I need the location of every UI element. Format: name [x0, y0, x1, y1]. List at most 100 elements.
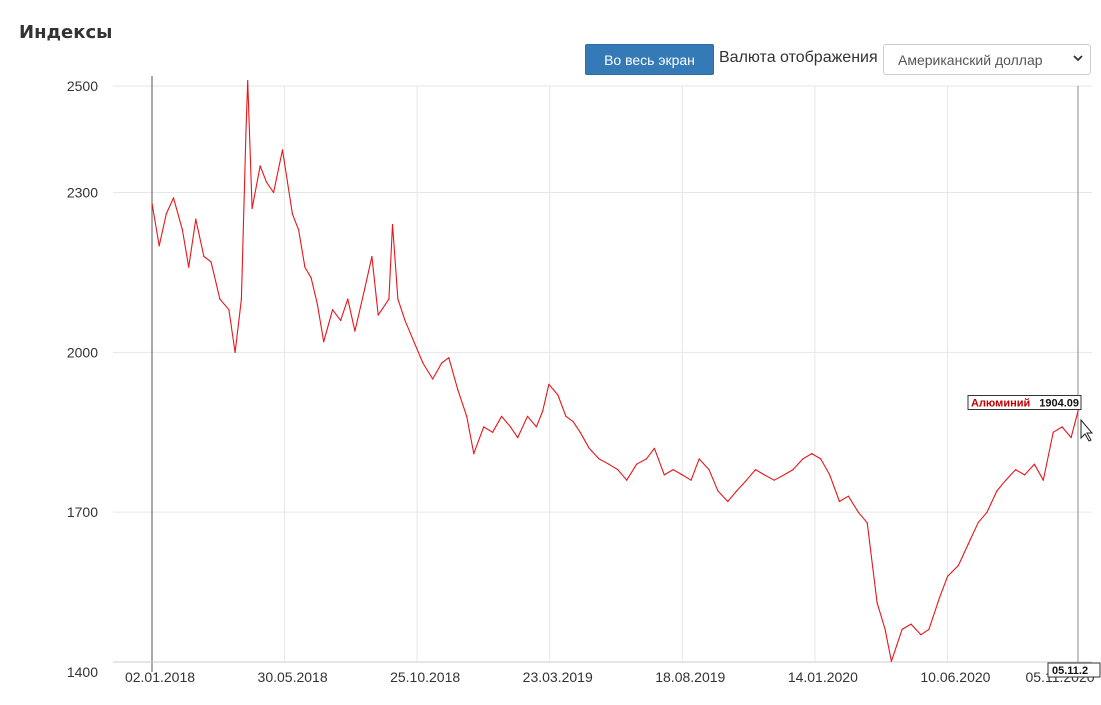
tooltip-series-name: Алюминий — [971, 398, 1030, 410]
data-point — [448, 357, 450, 359]
data-point — [188, 266, 190, 268]
data-point — [247, 80, 249, 82]
data-point — [548, 383, 550, 385]
data-point — [388, 298, 390, 300]
data-point — [672, 469, 674, 471]
data-point — [977, 522, 979, 524]
data-point — [681, 474, 683, 476]
x-tick-label: 02.01.2018 — [125, 669, 195, 685]
data-point — [473, 453, 475, 455]
data-point — [535, 426, 538, 428]
data-point — [857, 511, 859, 513]
data-point — [626, 479, 628, 481]
data-point — [736, 490, 738, 492]
data-point — [783, 474, 785, 476]
data-point — [364, 287, 366, 289]
data-point — [588, 447, 590, 449]
data-point — [413, 341, 415, 343]
tooltip-layer: Алюминий 1904.09 05.11.2 — [967, 395, 1101, 678]
data-point — [565, 415, 567, 417]
data-point — [928, 628, 930, 631]
data-point — [158, 245, 160, 247]
data-point — [332, 309, 334, 311]
data-point — [165, 213, 167, 215]
data-point — [698, 458, 700, 460]
data-point — [234, 351, 236, 353]
data-point — [492, 431, 494, 433]
data-point — [526, 415, 529, 417]
data-point — [608, 463, 610, 465]
data-point — [708, 469, 710, 471]
data-point — [347, 298, 349, 300]
data-point — [371, 255, 373, 258]
data-point — [690, 479, 692, 481]
data-point — [557, 394, 559, 396]
data-point — [219, 298, 221, 300]
data-point — [251, 207, 253, 210]
y-tick-label: 2000 — [67, 344, 98, 360]
data-point — [210, 261, 212, 263]
data-point — [939, 596, 941, 599]
data-point — [259, 165, 261, 167]
data-point — [663, 474, 665, 476]
data-point — [829, 474, 831, 476]
data-point — [228, 309, 230, 311]
data-point — [763, 474, 766, 476]
data-point — [572, 421, 574, 423]
data-point — [483, 426, 485, 428]
data-point — [727, 500, 729, 503]
mouse-cursor-icon — [1080, 418, 1094, 442]
x-tick-label: 10.06.2020 — [920, 669, 990, 685]
data-point — [645, 458, 648, 460]
currency-selected-value: Американский доллар — [898, 51, 1043, 68]
data-point — [653, 447, 656, 449]
data-point — [195, 218, 197, 220]
data-point — [509, 426, 512, 428]
data-point — [996, 490, 998, 492]
data-point — [1052, 431, 1054, 433]
data-point — [354, 330, 356, 332]
data-point — [884, 628, 886, 631]
data-point — [890, 660, 893, 662]
series-line — [151, 80, 1081, 662]
data-point — [866, 522, 868, 524]
x-tick-label: 23.03.2019 — [523, 669, 593, 685]
data-point — [876, 602, 878, 604]
data-point — [579, 431, 581, 433]
data-point — [542, 410, 544, 412]
data-point — [957, 564, 960, 567]
data-point — [1005, 479, 1007, 481]
data-point — [1070, 437, 1072, 439]
data-point — [265, 181, 267, 183]
data-point — [316, 303, 318, 305]
data-point — [754, 469, 757, 471]
data-point — [1024, 474, 1026, 476]
data-point — [245, 133, 247, 135]
data-point — [181, 229, 183, 231]
tooltip-date-box — [1047, 662, 1101, 678]
tooltip-date: 05.11.2 — [1052, 665, 1088, 677]
data-point — [501, 415, 503, 417]
data-point — [838, 500, 841, 503]
chart-grid — [113, 85, 1092, 662]
chart-series — [151, 80, 1081, 662]
fullscreen-button[interactable]: Во весь экран — [585, 44, 714, 75]
page-title: Индексы — [19, 22, 113, 43]
x-tick-label: 18.08.2019 — [655, 669, 725, 685]
data-point — [422, 362, 424, 364]
data-point — [273, 191, 275, 194]
data-point — [1061, 426, 1063, 428]
tooltip-value: 1904.09 — [1039, 398, 1079, 410]
x-axis-ticks: 02.01.2018 30.05.2018 25.10.2018 23.03.2019… — [125, 669, 1095, 685]
data-point — [792, 469, 794, 471]
data-point — [377, 314, 379, 316]
data-point — [298, 229, 300, 231]
data-point — [457, 389, 459, 391]
currency-label: Валюта отображения — [719, 49, 878, 66]
data-point — [745, 479, 748, 481]
data-point — [304, 266, 306, 268]
data-point — [517, 437, 519, 439]
currency-select[interactable]: Американский доллар — [883, 44, 1091, 75]
x-tick-label: 25.10.2018 — [390, 669, 460, 685]
